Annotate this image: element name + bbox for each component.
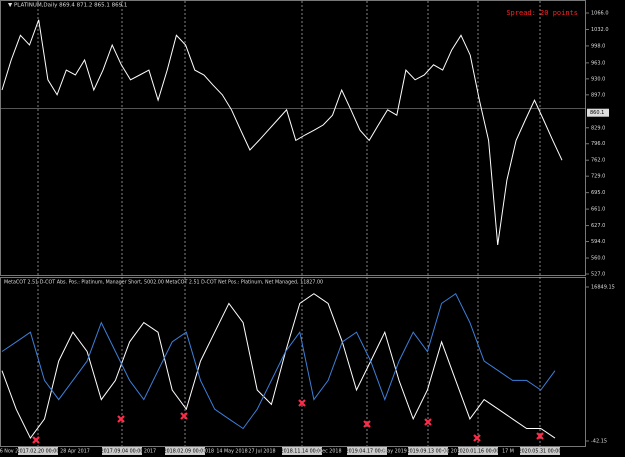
y-tick-label: 695.0 <box>591 190 605 196</box>
x-tick-label: 26 Nov 2016 <box>0 449 27 455</box>
x-tick-label: 27 Jul 2018 <box>248 449 275 455</box>
y-tick-label: 527.0 <box>591 272 605 278</box>
spread-label: Spread: 20 points <box>506 9 578 17</box>
y-tick-label: 930.0 <box>591 76 605 82</box>
x-tick-label: Dec 2018 <box>318 449 341 455</box>
x-tick-label: 2017.09.04 00:00 <box>101 449 144 455</box>
x-tick-label: 2019.09.13 00:00 <box>407 449 450 455</box>
y-tick-label: 729.0 <box>591 174 605 180</box>
y-tick-label: 762.0 <box>591 158 605 164</box>
y-tick-label: 998.0 <box>591 43 605 49</box>
y-tick-label: 1032.0 <box>591 27 609 33</box>
x-tick-label: May 2019 <box>383 449 407 455</box>
y-tick-label: -42.15 <box>591 439 607 445</box>
x-label-box <box>408 447 448 455</box>
y-tick-label: 560.0 <box>591 256 605 262</box>
x-tick-label: 2018 <box>202 449 214 455</box>
y-tick-label: 1066.0 <box>591 11 609 17</box>
signal-markers <box>32 399 544 444</box>
y-tick-label: 627.0 <box>591 223 605 229</box>
x-label-box <box>282 447 322 455</box>
price-box <box>587 108 609 117</box>
y-tick-label: 796.0 <box>591 141 605 147</box>
x-label-box <box>520 447 560 455</box>
x-tick-label: 28 Apr 2017 <box>60 449 90 455</box>
x-tick-label: 2017 <box>144 449 156 455</box>
symbol-label: ▼ PLATINUM,Daily 869.4 871.2 865.1 869.1 <box>8 3 127 9</box>
x-tick-label: 2020.01.16 00:00 <box>457 449 500 455</box>
y-tick-label: 829.0 <box>591 125 605 131</box>
x-label-box <box>165 447 205 455</box>
x-tick-label: 14 May 2018 <box>216 449 247 455</box>
x-label-box <box>102 447 142 455</box>
x-tick-label: 2019.04.17 00:00 <box>346 449 389 455</box>
x-tick-label: 2017.02.20 00:00 <box>17 449 60 455</box>
price-label: 860.1 <box>590 110 604 116</box>
x-tick-label: 2018.02.09 00:00 <box>164 449 207 455</box>
x-tick-label: 17 M <box>502 449 514 455</box>
y-tick-label: 661.0 <box>591 207 605 213</box>
series-line <box>1 292 556 430</box>
indicator-pane <box>0 277 586 447</box>
y-tick-label: 16849.15 <box>591 285 615 291</box>
x-tick-label: 2020.05.31 00:00 <box>519 449 562 455</box>
x-tick-label: Oct 2019 <box>441 449 463 455</box>
series-line <box>1 293 556 440</box>
y-tick-label: 594.0 <box>591 239 605 245</box>
x-label-box <box>18 447 58 455</box>
y-tick-label: 963.0 <box>591 60 605 66</box>
x-tick-label: 2018.11.14 00:00 <box>281 449 324 455</box>
x-label-box <box>458 447 498 455</box>
indicator-label: MetaCOT 2.51 D-COT Abs. Pos.: Platinum, … <box>4 280 323 286</box>
x-label-box <box>347 447 387 455</box>
series-line <box>1 19 563 245</box>
price-pane <box>0 0 586 276</box>
y-tick-label: 897.0 <box>591 92 605 98</box>
